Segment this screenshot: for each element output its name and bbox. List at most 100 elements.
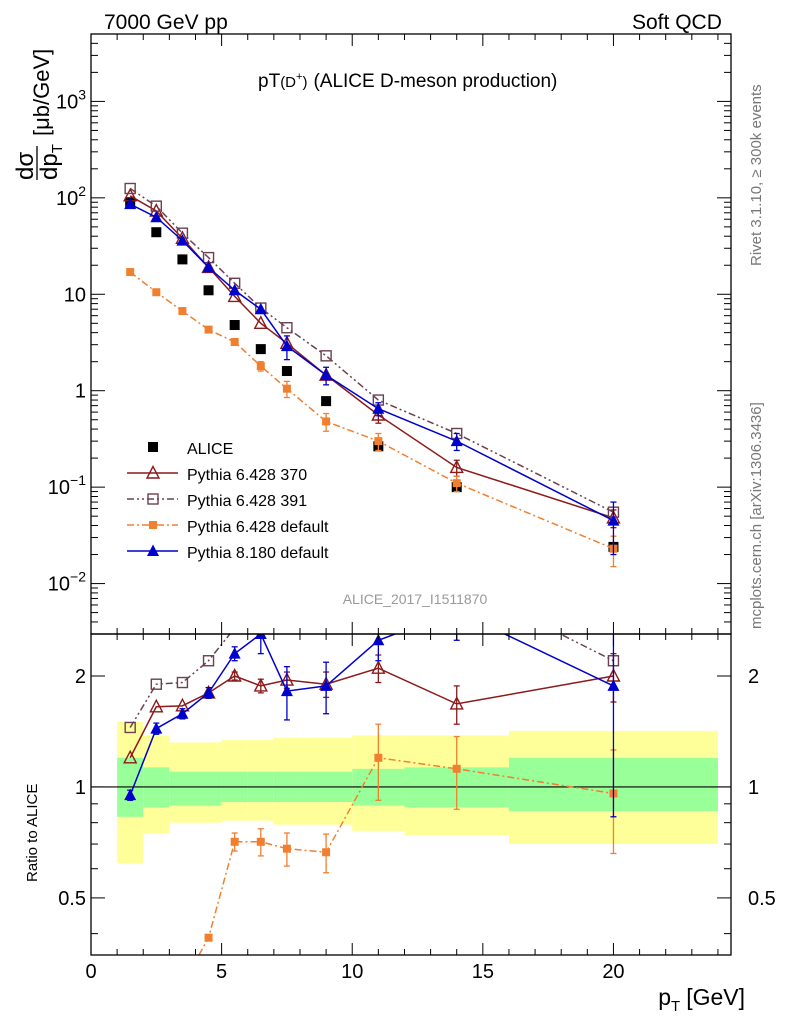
data-point-pythia-8-180-default: [202, 260, 215, 273]
ratio-point-pythia-6-428-391: [452, 577, 462, 587]
ratio-point-pythia-6-428-391: [256, 623, 266, 633]
x-tick-label: 5: [216, 961, 227, 983]
ratio-point-pythia-8-180-default: [280, 684, 293, 697]
data-point-pythia-6-428-default: [256, 362, 265, 371]
y-tick-label: 102: [56, 183, 86, 210]
y-tick-label: 10−2: [48, 569, 86, 596]
data-point-pythia-6-428-370: [227, 288, 242, 303]
data-point-alice: [151, 227, 162, 238]
ratio-frame: [90, 633, 732, 956]
data-point-pythia-8-180-default: [228, 283, 241, 296]
legend-marker-pythia-8-180-default: [147, 544, 159, 556]
ratio-point-pythia-6-428-370: [449, 695, 464, 710]
ratio-y-tick-label: 0.5: [58, 888, 86, 910]
y-axis-label-numerator: dσ: [12, 152, 39, 180]
ratio-point-pythia-8-180-default: [150, 722, 163, 734]
ratio-y-tick-label-right: 0.5: [748, 888, 776, 910]
data-point-pythia-6-428-default: [230, 337, 239, 346]
x-tick-label: 15: [472, 961, 494, 983]
ratio-point-pythia-8-180-default: [607, 679, 620, 691]
ratio-point-pythia-6-428-default: [204, 933, 213, 942]
ratio-point-pythia-6-428-370: [253, 677, 268, 692]
data-point-pythia-8-180-default: [372, 402, 385, 414]
y-axis-label-unit: [μb/GeV]: [29, 49, 54, 136]
ratio-axis-label-text: Ratio to ALICE: [24, 784, 41, 882]
ratio-point-pythia-6-428-391: [230, 623, 240, 633]
ratio-point-pythia-6-428-391: [321, 612, 331, 622]
mcplots-label: mcplots.cern.ch [arXiv:1306.3436]: [748, 402, 765, 629]
ratio-y-tick-label-right: 1: [748, 777, 759, 799]
x-axis-label: pT [GeV]: [658, 984, 745, 1015]
data-point-alice: [281, 366, 292, 377]
ratio-point-pythia-6-428-default: [282, 844, 291, 853]
x-tick-label: 0: [85, 961, 96, 983]
main-series-group: [123, 182, 621, 568]
ratio-point-pythia-6-428-391: [124, 721, 136, 734]
ratio-point-pythia-6-428-391: [202, 655, 215, 667]
data-point-pythia-6-428-370: [371, 406, 386, 421]
ratio-bands: [117, 722, 718, 864]
ratio-point-pythia-6-428-default: [230, 837, 239, 846]
data-point-pythia-6-428-370: [449, 459, 464, 474]
chart-title: pT(D+) (ALICE D-meson production): [258, 71, 557, 92]
ratio-point-pythia-6-428-default: [178, 981, 186, 989]
legend-marker-alice: [148, 442, 158, 452]
category-label: Soft QCD: [632, 11, 722, 34]
data-point-pythia-6-428-391: [124, 182, 136, 195]
data-point-alice: [321, 396, 332, 407]
data-point-pythia-6-428-391: [281, 322, 293, 334]
data-point-pythia-8-180-default: [124, 197, 137, 210]
data-point-alice: [177, 254, 188, 265]
ratio-point-pythia-6-428-391: [373, 606, 383, 616]
data-point-pythia-8-180-default: [176, 234, 189, 246]
ratio-point-pythia-8-180-default: [202, 686, 215, 698]
ratio-point-pythia-6-428-default: [374, 753, 383, 762]
y-tick-label: 10: [64, 284, 86, 306]
series-line-pythia-6-428-370: [129, 195, 614, 519]
ratio-line-pythia-8-180-default: [129, 634, 614, 796]
rivet-version-label: Rivet 3.1.10, ≥ 300k events: [748, 84, 765, 266]
ratio-band-inner: [195, 771, 222, 806]
legend-label-alice: ALICE: [187, 441, 233, 458]
data-point-alice: [203, 285, 214, 296]
ratio-point-pythia-8-180-default: [320, 679, 333, 691]
data-point-pythia-6-428-default: [204, 325, 213, 334]
ratio-axis-label: Ratio to ALICE: [24, 784, 41, 882]
data-point-pythia-6-428-default: [152, 288, 161, 297]
y-tick-label: 103: [56, 86, 86, 113]
data-point-pythia-8-180-default: [254, 302, 267, 315]
ratio-point-pythia-6-428-391: [150, 678, 163, 690]
data-point-pythia-6-428-default: [126, 268, 135, 277]
ratio-series-group: [123, 577, 621, 989]
ratio-y-tick-label-right: 2: [748, 666, 759, 688]
ratio-point-pythia-8-180-default: [228, 647, 241, 659]
data-point-pythia-6-428-391: [320, 350, 332, 362]
legend-marker-pythia-6-428-370: [145, 464, 161, 479]
ratio-y-tick-label: 1: [75, 777, 86, 799]
ratio-y-tick-label: 2: [75, 666, 86, 688]
legend-label-pythia-6-428-391: Pythia 6.428 391: [187, 493, 307, 510]
data-point-alice: [229, 320, 240, 331]
ratio-point-pythia-6-428-default: [322, 848, 331, 857]
ratio-point-pythia-6-428-370: [123, 749, 138, 764]
ratio-point-pythia-6-428-370: [227, 667, 242, 682]
y-axis-label-denominator: dpT: [36, 144, 66, 180]
main-frame: [90, 33, 732, 635]
y-tick-label: 1: [75, 381, 86, 403]
data-point-pythia-8-180-default: [150, 210, 163, 223]
legend-marker-pythia-6-428-391: [147, 493, 159, 505]
x-tick-label: 10: [341, 961, 363, 983]
ratio-point-pythia-6-428-370: [149, 698, 164, 713]
ratio-point-pythia-6-428-default: [452, 764, 461, 773]
legend-label-pythia-6-428-default: Pythia 6.428 default: [187, 519, 329, 536]
data-point-pythia-6-428-default: [374, 437, 383, 446]
y-tick-label: 10−1: [48, 472, 86, 499]
ratio-band-inner: [169, 771, 196, 806]
ratio-point-pythia-6-428-370: [371, 660, 386, 674]
legend-label-pythia-8-180-default: Pythia 8.180 default: [187, 545, 329, 562]
data-point-pythia-6-428-370: [253, 315, 268, 330]
ratio-point-pythia-6-428-default: [256, 837, 265, 846]
data-point-alice: [255, 344, 266, 355]
